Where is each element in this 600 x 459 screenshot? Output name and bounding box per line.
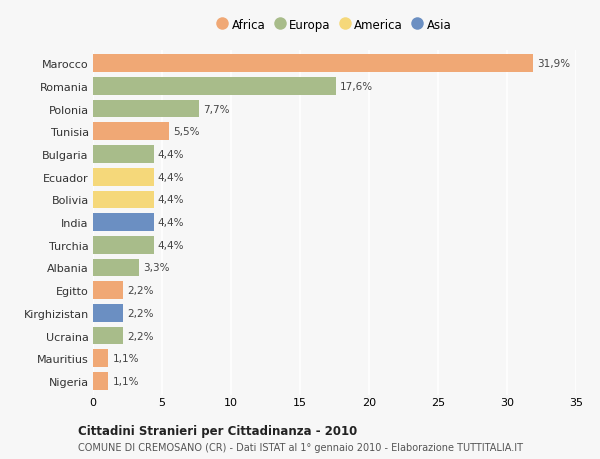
Bar	[93, 123, 169, 141]
Text: 4,4%: 4,4%	[158, 150, 184, 160]
Bar	[93, 146, 154, 163]
Text: 2,2%: 2,2%	[128, 285, 154, 296]
Text: 5,5%: 5,5%	[173, 127, 200, 137]
Bar	[93, 327, 124, 345]
Bar	[93, 236, 154, 254]
Text: Cittadini Stranieri per Cittadinanza - 2010: Cittadini Stranieri per Cittadinanza - 2…	[78, 424, 357, 437]
Bar	[93, 55, 533, 73]
Legend: Africa, Europa, America, Asia: Africa, Europa, America, Asia	[218, 18, 451, 32]
Text: 1,1%: 1,1%	[112, 353, 139, 364]
Bar	[93, 78, 336, 95]
Bar	[93, 304, 124, 322]
Bar	[93, 372, 108, 390]
Text: 4,4%: 4,4%	[158, 218, 184, 228]
Text: 31,9%: 31,9%	[538, 59, 571, 69]
Bar	[93, 282, 124, 299]
Text: 17,6%: 17,6%	[340, 82, 373, 92]
Bar	[93, 214, 154, 231]
Bar	[93, 191, 154, 209]
Text: 4,4%: 4,4%	[158, 195, 184, 205]
Text: 1,1%: 1,1%	[112, 376, 139, 386]
Text: 2,2%: 2,2%	[128, 308, 154, 318]
Bar	[93, 101, 199, 118]
Text: 4,4%: 4,4%	[158, 172, 184, 182]
Text: 4,4%: 4,4%	[158, 240, 184, 250]
Bar	[93, 168, 154, 186]
Bar	[93, 259, 139, 277]
Text: 7,7%: 7,7%	[203, 104, 230, 114]
Bar	[93, 350, 108, 367]
Text: COMUNE DI CREMOSANO (CR) - Dati ISTAT al 1° gennaio 2010 - Elaborazione TUTTITAL: COMUNE DI CREMOSANO (CR) - Dati ISTAT al…	[78, 442, 523, 452]
Text: 3,3%: 3,3%	[143, 263, 169, 273]
Text: 2,2%: 2,2%	[128, 331, 154, 341]
